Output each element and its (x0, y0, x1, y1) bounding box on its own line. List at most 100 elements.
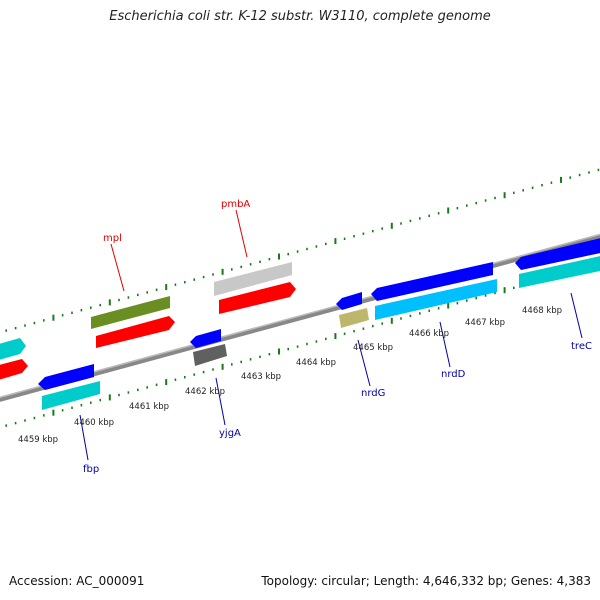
lower-tick (419, 312, 421, 315)
upper-tick (409, 219, 412, 223)
leader-fbp (79, 414, 89, 461)
lower-tick (325, 337, 327, 341)
gene-arrow-left-edge-red[interactable] (0, 359, 28, 381)
kbp-label-4464: 4464 kbp (296, 358, 336, 368)
topology-label: Topology: circular; Length: 4,646,332 bp… (261, 574, 591, 588)
lower-tick (71, 406, 73, 409)
upper-tick (278, 253, 280, 260)
gene-treC[interactable] (515, 237, 600, 270)
upper-tick (390, 222, 393, 229)
gene-nrdD[interactable] (371, 262, 493, 301)
lower-tick (155, 383, 158, 386)
gene-yjgA[interactable] (190, 329, 221, 348)
lower-tick (221, 363, 224, 370)
leader-nrdD (439, 321, 451, 368)
upper-tick (437, 212, 440, 215)
gene-arrow-left-edge-cyan[interactable] (0, 338, 26, 361)
lower-tick (259, 355, 261, 358)
upper-tick (597, 168, 600, 172)
lower-tick (447, 302, 450, 309)
upper-tick (287, 252, 289, 256)
upper-tick (52, 314, 55, 321)
gene-mpl-red[interactable] (96, 316, 175, 348)
upper-tick (231, 268, 233, 271)
lower-tick (80, 404, 83, 407)
lower-tick (494, 291, 496, 295)
lower-tick (287, 347, 289, 351)
upper-tick (419, 217, 421, 220)
lower-tick (372, 324, 374, 328)
lower-tick (249, 358, 252, 361)
gene-nrdG[interactable] (336, 292, 362, 310)
upper-tick (43, 319, 45, 322)
lower-tick (484, 294, 487, 297)
lower-tick (334, 333, 337, 340)
upper-tick (362, 232, 365, 235)
gene-pmbA[interactable] (214, 262, 292, 296)
label-nrdD: nrdD (441, 369, 466, 380)
lower-tick (240, 360, 242, 364)
lower-tick (400, 317, 402, 320)
upper-tick (400, 222, 402, 225)
label-fbp: fbp (83, 464, 99, 475)
lower-tick (362, 327, 365, 330)
label-nrdG: nrdG (361, 388, 385, 399)
lower-tick (52, 409, 55, 416)
upper-tick (99, 303, 101, 307)
gene-fbp-cyan[interactable] (42, 381, 100, 410)
kbp-label-4463: 4463 kbp (241, 372, 281, 382)
upper-tick (184, 281, 186, 284)
upper-tick (33, 321, 36, 325)
kbp-label-4468: 4468 kbp (522, 306, 562, 316)
tick-row-lower (5, 263, 600, 427)
upper-tick (306, 247, 308, 251)
upper-tick (503, 192, 506, 199)
lower-tick (127, 391, 130, 394)
lower-tick (513, 286, 515, 290)
upper-tick (531, 186, 534, 189)
gene-nrdG-olive[interactable] (339, 308, 369, 328)
leader-nrdG (357, 339, 371, 387)
lower-tick (428, 309, 430, 312)
kbp-label-4460: 4460 kbp (74, 418, 114, 428)
gene-mpl[interactable] (91, 296, 170, 329)
upper-tick (569, 176, 571, 179)
lower-tick (146, 386, 148, 389)
lower-tick (90, 401, 92, 404)
gene-yjgA-gray[interactable] (193, 344, 227, 366)
upper-tick (165, 284, 168, 291)
lower-tick (5, 424, 7, 427)
upper-tick (71, 311, 73, 314)
upper-tick (381, 227, 383, 230)
upper-tick (193, 278, 195, 281)
lower-tick (99, 398, 101, 402)
upper-tick (296, 250, 299, 253)
label-yjgA: yjgA (219, 428, 241, 439)
gene-fbp[interactable] (38, 364, 94, 390)
lower-tick (174, 378, 177, 381)
upper-tick (127, 296, 130, 299)
genome-title: Escherichia coli str. K-12 substr. W3110… (109, 9, 491, 24)
upper-tick (146, 291, 148, 294)
upper-tick (259, 260, 261, 263)
upper-tick (155, 288, 158, 291)
lower-tick (381, 322, 383, 325)
kbp-label-4465: 4465 kbp (353, 343, 393, 353)
upper-tick (24, 324, 26, 327)
lower-tick (343, 332, 346, 335)
lower-tick (24, 419, 26, 422)
upper-tick (475, 201, 477, 205)
upper-tick (588, 171, 590, 174)
gene-nrdD-cyan[interactable] (375, 279, 497, 320)
upper-tick (560, 176, 562, 183)
upper-tick (249, 263, 252, 266)
gene-pmbA-red[interactable] (219, 282, 296, 314)
lower-tick (193, 373, 195, 376)
lower-tick (353, 330, 355, 333)
gene-treC-cyan[interactable] (519, 255, 600, 288)
lower-tick (212, 368, 214, 371)
upper-tick (494, 196, 496, 200)
lower-tick (278, 348, 280, 355)
upper-tick (541, 184, 543, 187)
